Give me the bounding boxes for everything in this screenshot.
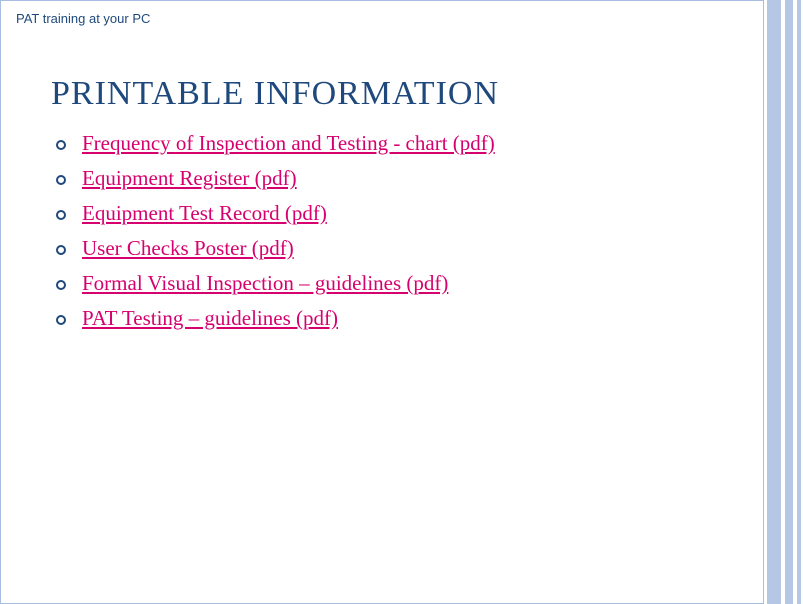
list-item: Equipment Register (pdf) [56, 166, 731, 191]
bullet-icon [56, 280, 66, 290]
decorative-side-bar [785, 0, 793, 604]
decorative-side-bar [767, 0, 781, 604]
slide-content: PRINTABLE INFORMATION Frequency of Inspe… [51, 75, 731, 341]
list-item: Frequency of Inspection and Testing - ch… [56, 131, 731, 156]
slide-title: PRINTABLE INFORMATION [51, 75, 731, 113]
list-item: Equipment Test Record (pdf) [56, 201, 731, 226]
bullet-icon [56, 210, 66, 220]
bullet-icon [56, 245, 66, 255]
bullet-icon [56, 315, 66, 325]
decorative-side-bar [797, 0, 801, 604]
slide-header: PAT training at your PC [16, 11, 150, 26]
bullet-icon [56, 175, 66, 185]
list-item: PAT Testing – guidelines (pdf) [56, 306, 731, 331]
list-item: Formal Visual Inspection – guidelines (p… [56, 271, 731, 296]
list-item: User Checks Poster (pdf) [56, 236, 731, 261]
pdf-link-user-checks-poster[interactable]: User Checks Poster (pdf) [82, 236, 294, 261]
pdf-link-equipment-test-record[interactable]: Equipment Test Record (pdf) [82, 201, 327, 226]
pdf-link-pat-testing[interactable]: PAT Testing – guidelines (pdf) [82, 306, 338, 331]
pdf-link-formal-visual-inspection[interactable]: Formal Visual Inspection – guidelines (p… [82, 271, 448, 296]
pdf-link-equipment-register[interactable]: Equipment Register (pdf) [82, 166, 297, 191]
link-list: Frequency of Inspection and Testing - ch… [51, 131, 731, 331]
pdf-link-frequency-chart[interactable]: Frequency of Inspection and Testing - ch… [82, 131, 495, 156]
bullet-icon [56, 140, 66, 150]
